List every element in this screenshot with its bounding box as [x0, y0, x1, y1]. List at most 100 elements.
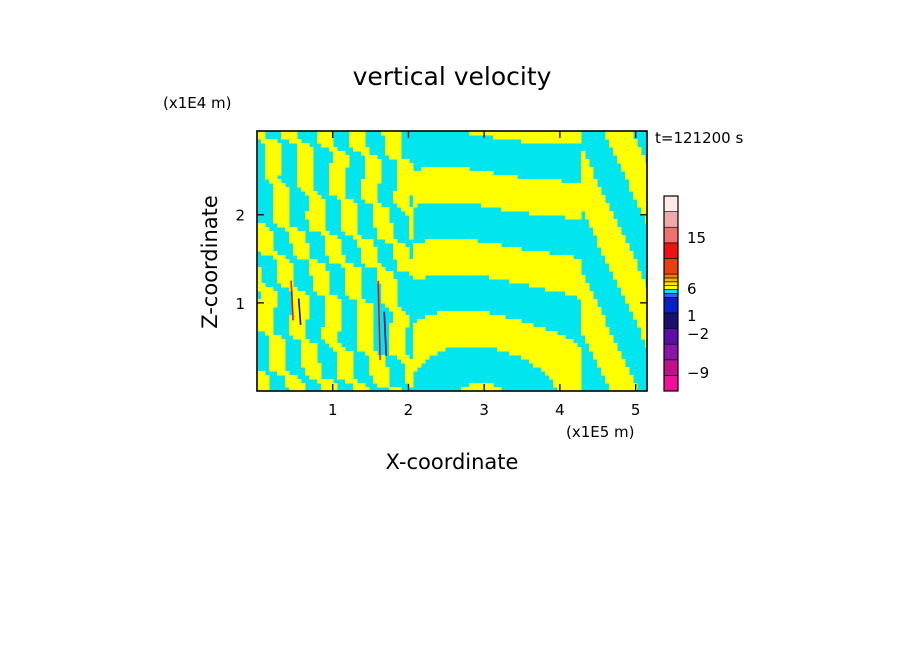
- field-cell: [541, 351, 546, 356]
- field-cell: [549, 187, 554, 192]
- field-cell: [457, 247, 462, 252]
- field-cell: [573, 203, 578, 208]
- field-cell: [381, 299, 386, 304]
- field-cell: [429, 255, 434, 260]
- field-cell: [325, 283, 330, 288]
- field-cell: [261, 379, 266, 384]
- field-cell: [277, 359, 282, 364]
- field-cell: [345, 351, 350, 356]
- field-cell: [597, 203, 602, 208]
- field-cell: [281, 131, 286, 136]
- field-cell: [349, 283, 354, 288]
- field-cell: [261, 243, 266, 248]
- field-cell: [641, 187, 646, 192]
- field-cell: [641, 327, 646, 332]
- field-cell: [277, 267, 282, 272]
- field-cell: [473, 311, 478, 316]
- field-cell: [457, 167, 462, 172]
- field-cell: [421, 271, 426, 276]
- field-cell: [441, 331, 446, 336]
- field-cell: [289, 263, 294, 268]
- field-cell: [309, 371, 314, 376]
- field-cell: [537, 183, 542, 188]
- field-cell: [473, 183, 478, 188]
- field-cell: [401, 199, 406, 204]
- field-cell: [329, 183, 334, 188]
- field-cell: [465, 263, 470, 268]
- field-cell: [309, 351, 314, 356]
- field-cell: [337, 239, 342, 244]
- field-cell: [481, 131, 486, 136]
- field-cell: [589, 323, 594, 328]
- field-cell: [645, 299, 647, 304]
- field-cell: [293, 227, 298, 232]
- field-cell: [557, 199, 562, 204]
- field-cell: [273, 155, 278, 160]
- field-cell: [341, 255, 346, 260]
- field-cell: [557, 263, 562, 268]
- field-cell: [637, 195, 642, 200]
- field-cell: [633, 155, 638, 160]
- field-cell: [361, 319, 366, 324]
- field-cell: [469, 311, 474, 316]
- field-cell: [477, 171, 482, 176]
- field-cell: [305, 147, 310, 152]
- field-cell: [353, 143, 358, 148]
- field-cell: [313, 263, 318, 268]
- field-cell: [301, 231, 306, 236]
- field-cell: [273, 299, 278, 304]
- field-cell: [617, 247, 622, 252]
- field-cell: [577, 367, 582, 372]
- field-cell: [625, 371, 630, 376]
- field-cell: [637, 283, 642, 288]
- field-cell: [425, 183, 430, 188]
- field-cell: [609, 223, 614, 228]
- field-cell: [537, 263, 542, 268]
- field-cell: [361, 243, 366, 248]
- field-cell: [457, 331, 462, 336]
- field-cell: [377, 363, 382, 368]
- field-cell: [529, 347, 534, 352]
- field-cell: [389, 287, 394, 292]
- field-cell: [397, 247, 402, 252]
- field-cell: [613, 371, 618, 376]
- field-cell: [545, 195, 550, 200]
- field-cell: [269, 347, 274, 352]
- field-cell: [481, 183, 486, 188]
- field-cell: [545, 339, 550, 344]
- field-cell: [301, 167, 306, 172]
- field-cell: [593, 355, 598, 360]
- field-cell: [301, 147, 306, 152]
- field-cell: [581, 323, 586, 328]
- field-cell: [273, 339, 278, 344]
- field-cell: [601, 199, 606, 204]
- field-cell: [617, 363, 622, 368]
- field-cell: [529, 263, 534, 268]
- field-cell: [505, 251, 510, 256]
- field-cell: [393, 279, 398, 284]
- field-cell: [281, 371, 286, 376]
- field-cell: [325, 139, 330, 144]
- y-axis-label: Z-coordinate: [198, 195, 222, 329]
- field-cell: [501, 179, 506, 184]
- field-cell: [629, 375, 634, 380]
- field-cell: [421, 199, 426, 204]
- field-cell: [625, 247, 630, 252]
- field-cell: [457, 311, 462, 316]
- field-cell: [589, 199, 594, 204]
- field-cell: [537, 195, 542, 200]
- field-cell: [433, 339, 438, 344]
- field-cell: [529, 195, 534, 200]
- field-cell: [349, 223, 354, 228]
- field-cell: [409, 167, 414, 172]
- field-cell: [277, 143, 282, 148]
- field-cell: [305, 215, 310, 220]
- field-cell: [453, 331, 458, 336]
- field-cell: [609, 375, 614, 380]
- field-cell: [469, 319, 474, 324]
- field-cell: [269, 363, 274, 368]
- field-cell: [565, 371, 570, 376]
- field-cell: [493, 387, 498, 391]
- field-cell: [265, 315, 270, 320]
- field-cell: [505, 199, 510, 204]
